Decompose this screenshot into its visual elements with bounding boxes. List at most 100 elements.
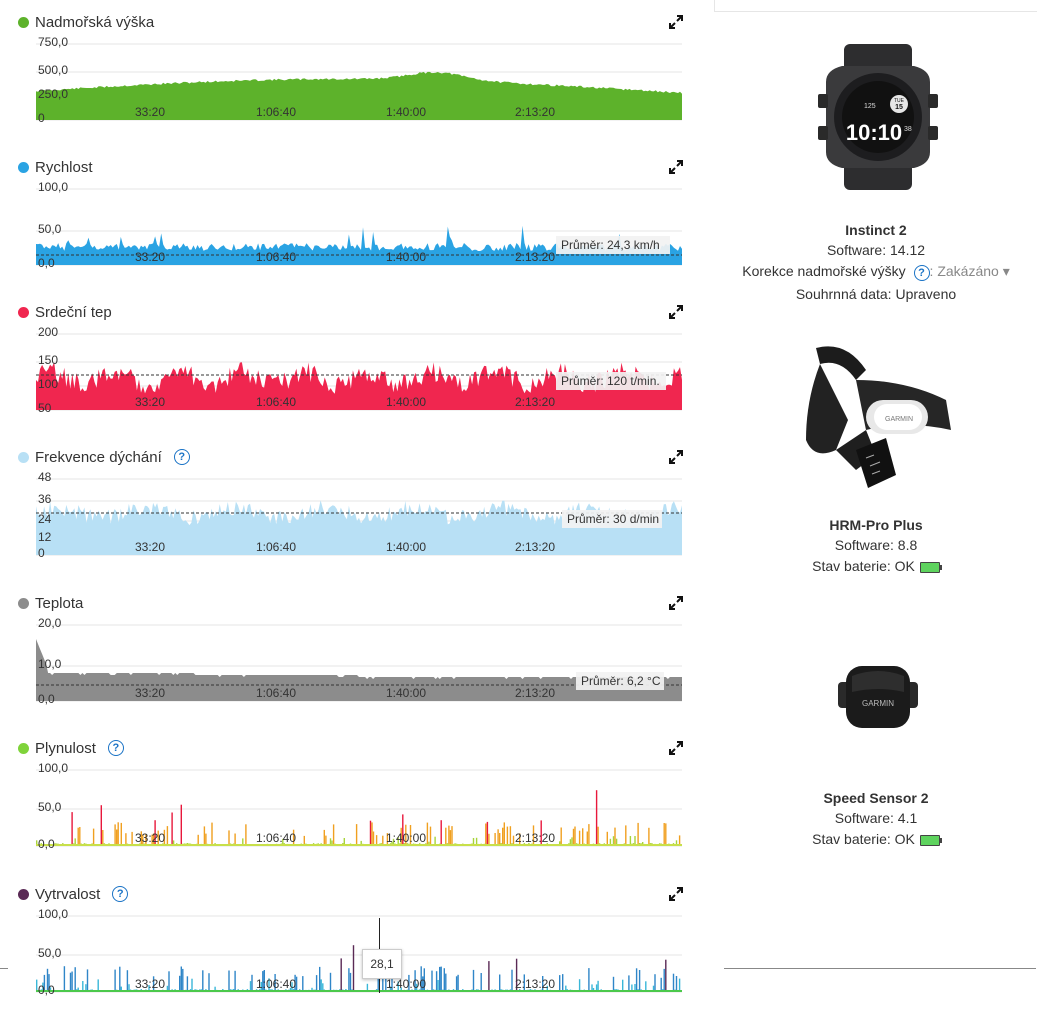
series-bar: [638, 970, 641, 992]
heart-rate-chart[interactable]: 200 150 100 50 33:20 1:06:40 1:40:00 2:13:20 Prů…: [0, 318, 700, 418]
speed-chart[interactable]: 100,0 50,0 0,0 33:20 1:06:40 1:40:00 2:13:20 Pr…: [0, 173, 700, 273]
y-tick-label: 50: [38, 401, 52, 415]
chart-panel-speed: Rychlost 100,0 50,0 0,0 33:20 1:06:40 1:40:00…: [0, 145, 700, 285]
series-bar: [426, 822, 429, 846]
divider: [724, 968, 1036, 969]
series-bar: [332, 824, 335, 846]
expand-icon[interactable]: [668, 14, 684, 30]
hover-tooltip: 28,1: [362, 949, 402, 979]
series-bar: [372, 831, 375, 846]
x-tick-label: 33:20: [135, 250, 165, 264]
series-bar: [329, 972, 332, 992]
series-bar: [268, 978, 270, 992]
series-bar: [148, 985, 150, 992]
expand-icon[interactable]: [668, 886, 684, 902]
series-area: [36, 639, 682, 701]
x-tick-label: 1:06:40: [256, 686, 296, 700]
series-bar: [42, 982, 44, 992]
temperature-chart[interactable]: 20,0 10,0 0,0 33:20 1:06:40 1:40:00 2:13:20 Prů…: [0, 609, 700, 709]
help-icon[interactable]: ?: [107, 740, 124, 756]
series-bar: [36, 840, 38, 846]
series-baseline: [36, 844, 682, 846]
series-bar: [486, 821, 489, 846]
series-bar: [675, 840, 678, 846]
y-tick-label: 0,0: [38, 256, 55, 270]
series-bar: [154, 820, 156, 846]
series-area: [36, 500, 682, 555]
expand-icon[interactable]: [668, 159, 684, 175]
y-tick-label: 0,0: [38, 983, 55, 997]
respiration-chart[interactable]: 48 36 24 12 0 33:20 1:06:40 1:40:00 2:13:20 Průmě…: [0, 463, 700, 563]
legend-dot-icon: [18, 306, 29, 318]
top-border: [714, 0, 1037, 12]
series-bar: [540, 820, 542, 846]
series-bar: [402, 814, 404, 846]
series-bar: [612, 836, 615, 846]
series-bar: [329, 838, 332, 846]
y-tick-label: 0,0: [38, 837, 55, 851]
series-bar: [502, 827, 504, 846]
device-software: Software: 4.1: [834, 810, 918, 826]
series-bar: [360, 840, 362, 846]
series-bar: [615, 838, 618, 846]
series-bar: [294, 974, 296, 992]
average-label: Průměr: 120 t/min.: [561, 374, 660, 388]
series-bar: [311, 987, 313, 992]
chart-panel-grit: Vytrvalost? 100,0 50,0 0,0 33:20 1:06:40 1:40…: [0, 872, 700, 1012]
device-name: HRM-Pro Plus: [829, 517, 923, 533]
x-tick-label: 33:20: [135, 831, 165, 845]
series-bar: [120, 986, 122, 992]
series-bar: [663, 823, 665, 846]
x-tick-label: 33:20: [135, 395, 165, 409]
y-tick-label: 100: [38, 377, 58, 391]
series-bar: [597, 826, 599, 846]
device-name: Speed Sensor 2: [823, 790, 929, 806]
series-bar: [494, 833, 496, 846]
chart-panel-flow: Plynulost? 100,0 50,0 0,0 33:20 1:06:40 1:40:…: [0, 726, 700, 866]
series-bar: [92, 828, 95, 846]
series-bar: [371, 822, 373, 846]
chart-panel-temperature: Teplota 20,0 10,0 0,0 33:20 1:06:40 1:40:00 2:…: [0, 581, 700, 721]
series-bar: [382, 969, 384, 992]
expand-icon[interactable]: [668, 595, 684, 611]
expand-icon[interactable]: [668, 740, 684, 756]
help-icon[interactable]: ?: [913, 265, 930, 281]
series-bar: [166, 826, 169, 846]
series-bar: [274, 974, 276, 992]
battery-status-text: Stav baterie: OK: [812, 831, 915, 847]
series-bar: [82, 981, 84, 992]
series-bar: [319, 966, 321, 992]
elevation-chart[interactable]: 750,0 500,0 250,0 0 33:20 1:06:40 1:40:00 2:13:…: [0, 28, 700, 128]
altitude-correction-label: Korekce nadmořské výšky: [742, 263, 906, 279]
series-bar: [85, 984, 87, 992]
series-bar: [117, 822, 119, 846]
battery-status-text: Stav baterie: OK: [812, 558, 915, 574]
series-bar: [102, 830, 104, 846]
series-bar: [571, 837, 573, 846]
average-box: [562, 510, 662, 528]
series-bar: [532, 825, 535, 846]
average-label: Průměr: 6,2 °C: [581, 674, 661, 688]
series-bar: [431, 970, 433, 992]
series-bar: [152, 976, 155, 992]
series-bar: [588, 968, 590, 992]
series-bar: [559, 841, 561, 846]
series-bar: [126, 970, 129, 992]
chevron-down-icon[interactable]: ▾: [998, 263, 1010, 279]
help-icon[interactable]: ?: [173, 449, 190, 465]
chart-title: Frekvence dýchání: [35, 448, 162, 466]
series-bar: [180, 804, 182, 846]
series-bar: [128, 984, 130, 992]
series-area: [36, 362, 682, 410]
flow-chart[interactable]: 100,0 50,0 0,0 33:20 1:06:40 1:40:00 2:13:20: [0, 754, 700, 854]
series-bar: [77, 827, 79, 846]
series-bar: [415, 983, 418, 992]
series-bar: [208, 973, 210, 992]
grit-chart[interactable]: 100,0 50,0 0,0 33:20 1:06:40 1:40:00 2:13:20: [0, 900, 700, 1000]
expand-icon[interactable]: [668, 304, 684, 320]
altitude-correction-dropdown[interactable]: Zakázáno: [937, 263, 999, 279]
expand-icon[interactable]: [668, 449, 684, 465]
x-tick-label: 1:06:40: [256, 250, 296, 264]
series-bar: [565, 985, 567, 992]
help-icon[interactable]: ?: [112, 886, 129, 902]
